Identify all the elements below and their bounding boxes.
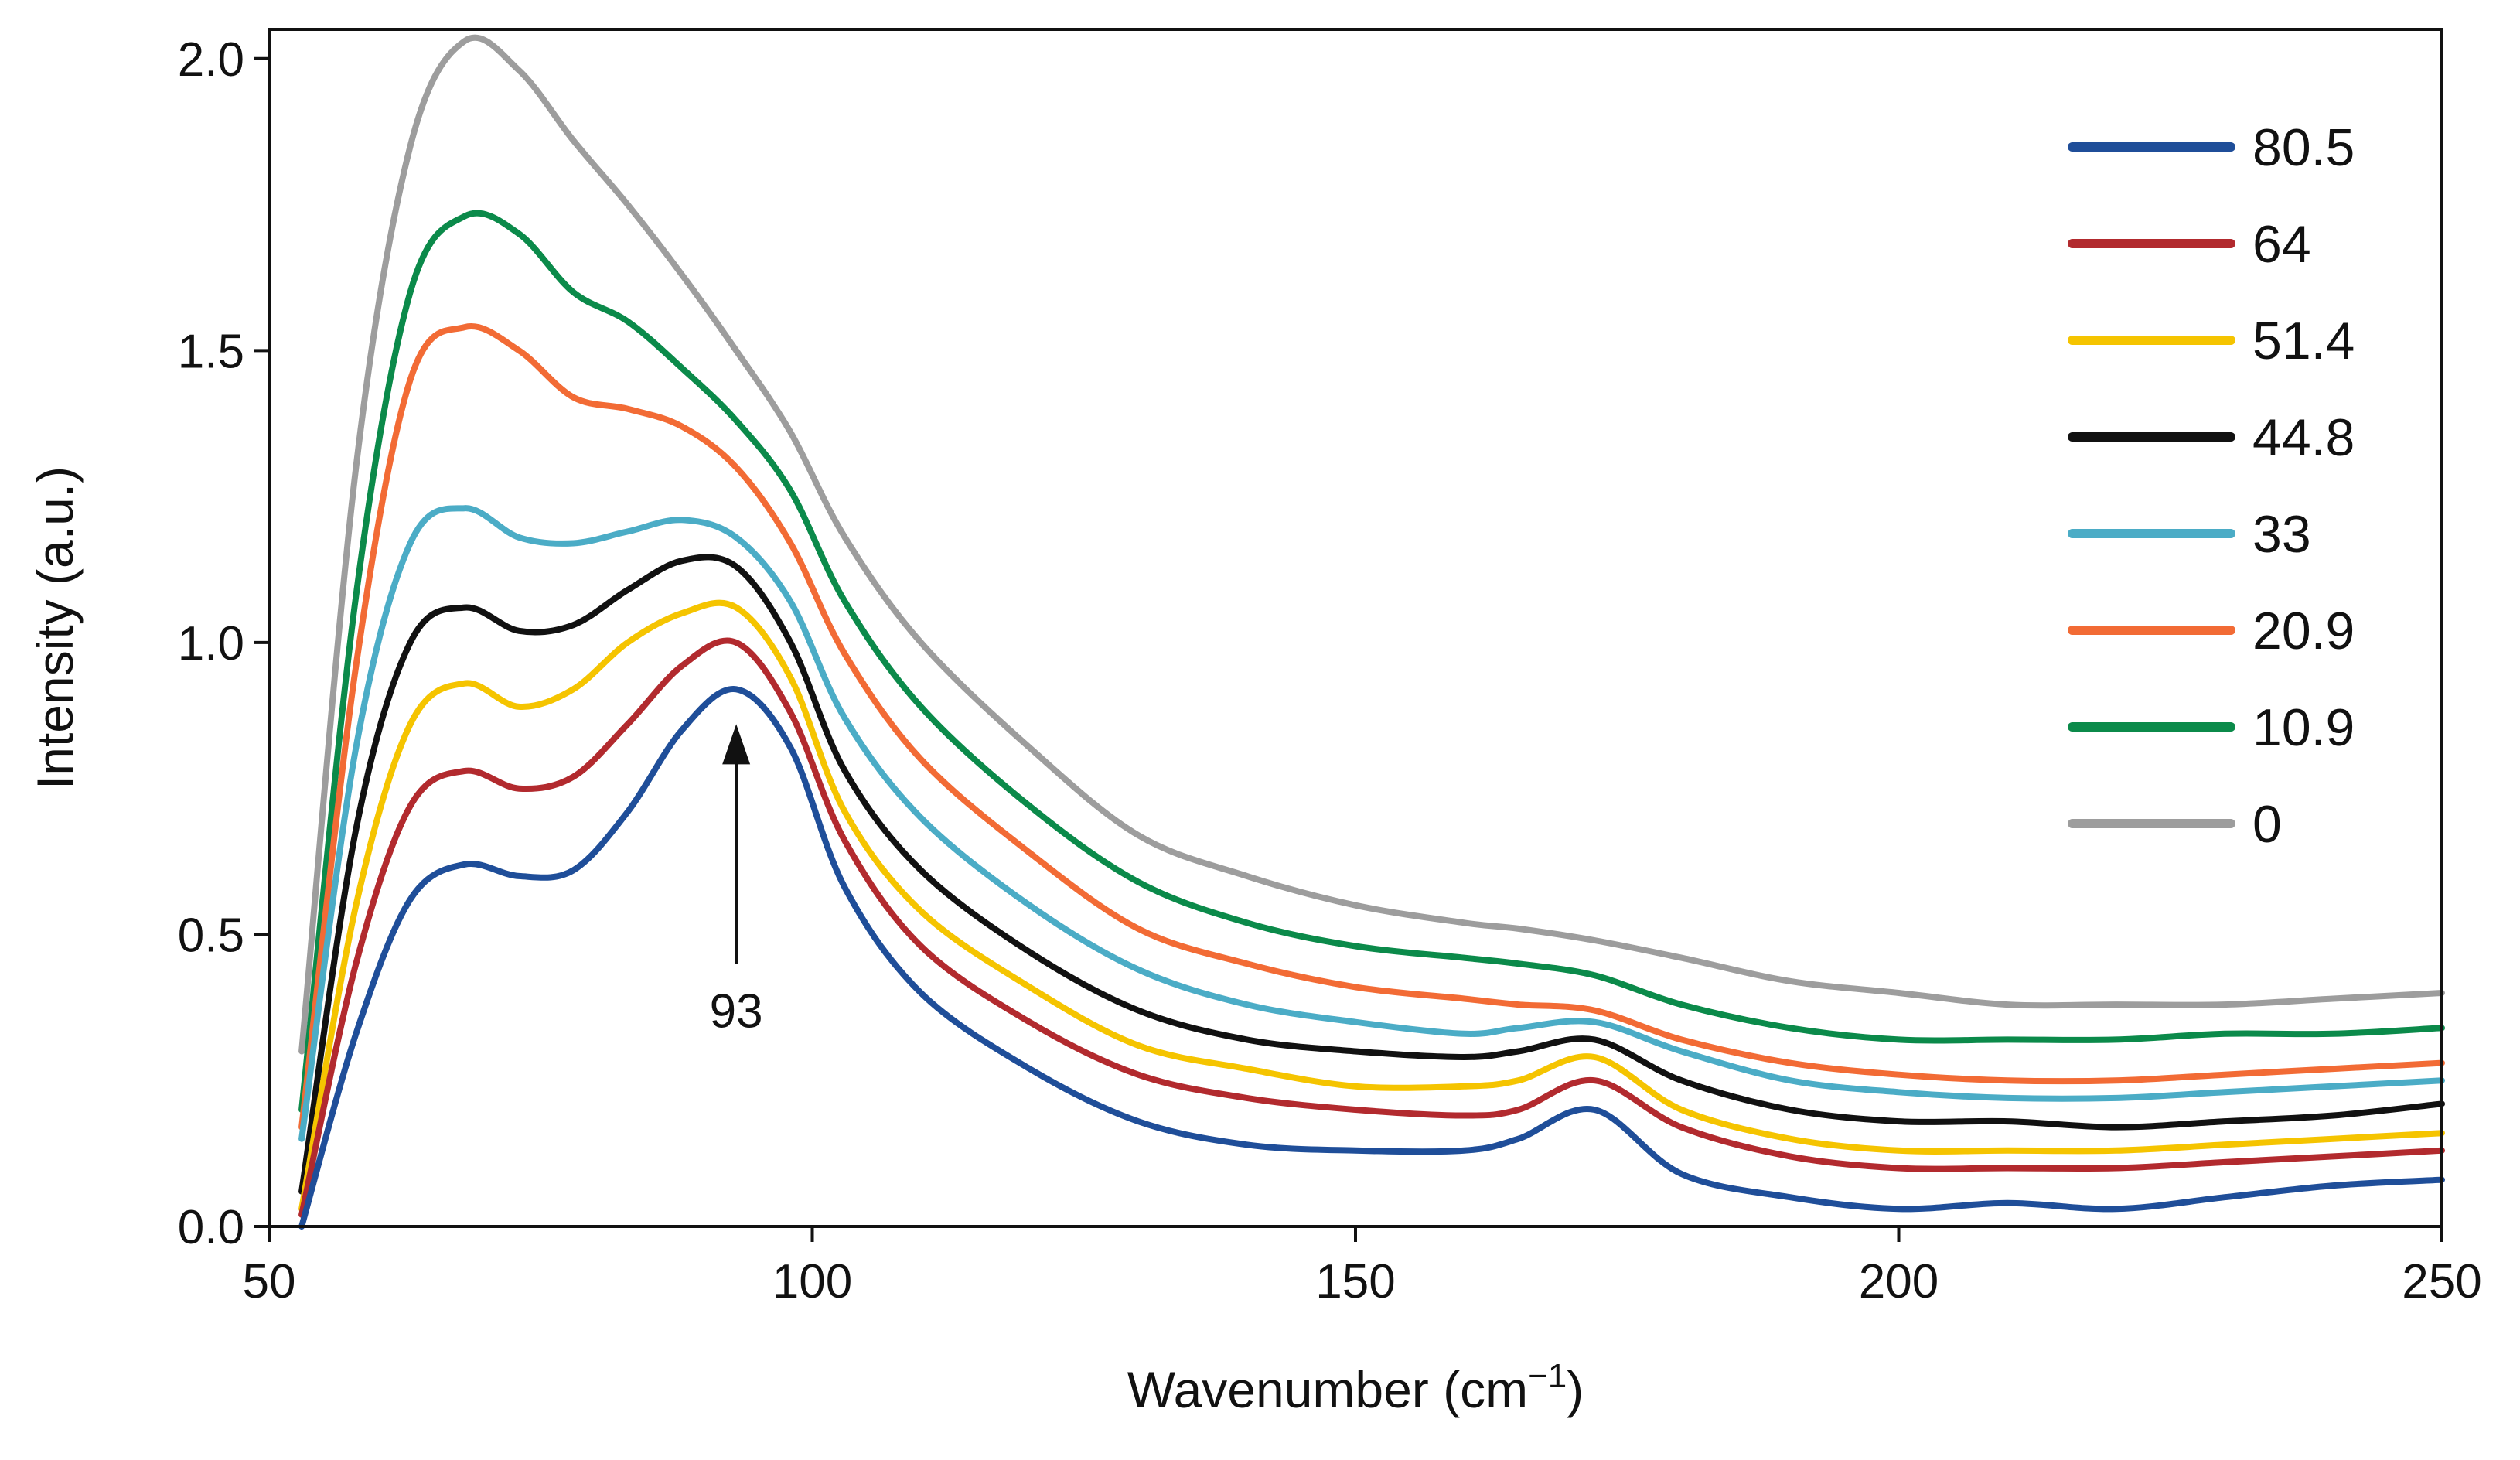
series-line-20.9 (298, 323, 2445, 1131)
x-axis-title-main: Wavenumber (cm (1127, 1361, 1528, 1418)
x-axis-title-close: ) (1567, 1361, 1584, 1418)
legend-label-10.9: 10.9 (2252, 698, 2355, 757)
x-tick-label: 200 (1859, 1255, 1939, 1308)
x-axis-title-superscript: −1 (1528, 1357, 1567, 1395)
legend-label-80.5: 80.5 (2252, 118, 2355, 177)
legend-label-44.8: 44.8 (2252, 408, 2355, 467)
legend: 80.5 64 51.4 44.8 33 20.9 10.9 0 (2068, 118, 2355, 854)
y-tick-label: 1.0 (178, 617, 244, 670)
series-line-0 (298, 34, 2445, 1055)
series-line-64 (298, 637, 2445, 1218)
tick-layer: 50 100 150 200 250 0.0 0.5 1.0 1.5 2.0 (178, 33, 2482, 1308)
legend-label-20.9: 20.9 (2252, 602, 2355, 660)
x-tick-label: 250 (2402, 1255, 2481, 1308)
y-tick-label: 0.5 (178, 909, 244, 962)
series-line-33 (298, 505, 2445, 1142)
y-tick-label: 1.5 (178, 325, 244, 378)
legend-label-64: 64 (2252, 215, 2311, 274)
series-line-80.5 (298, 686, 2445, 1230)
legend-label-33: 33 (2252, 505, 2311, 564)
series-line-10.9 (298, 210, 2445, 1113)
annotation-arrow-head (722, 724, 751, 765)
legend-label-0: 0 (2252, 795, 2282, 854)
series-line-44.8 (298, 554, 2445, 1195)
annotation-label: 93 (710, 984, 763, 1038)
series-line-51.4 (298, 599, 2445, 1213)
annotation-layer: 93 (710, 724, 763, 1038)
x-axis-title: Wavenumber (cm−1) (1127, 1357, 1584, 1418)
x-tick-label: 150 (1315, 1255, 1395, 1308)
legend-label-51.4: 51.4 (2252, 312, 2355, 370)
x-tick-label: 50 (243, 1255, 296, 1308)
y-tick-label: 0.0 (178, 1201, 244, 1254)
x-tick-label: 100 (772, 1255, 852, 1308)
series-layer (298, 34, 2445, 1230)
y-tick-label: 2.0 (178, 33, 244, 87)
y-axis-title: Intensity (a.u.) (26, 466, 84, 790)
